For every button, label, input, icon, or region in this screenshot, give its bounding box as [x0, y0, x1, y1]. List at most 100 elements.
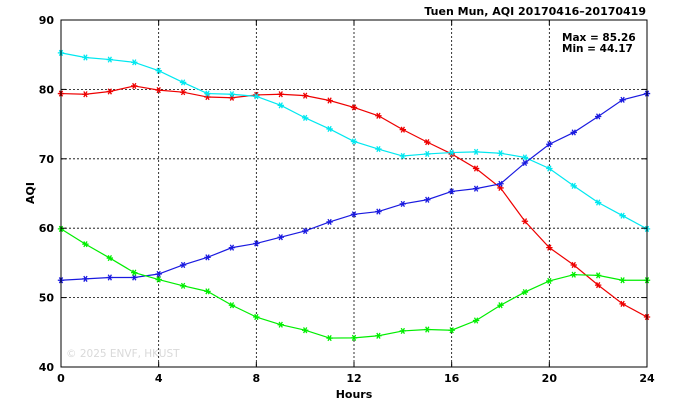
data-point — [399, 152, 407, 160]
data-point — [179, 282, 187, 289]
data-point — [131, 82, 138, 90]
data-point — [204, 93, 211, 101]
data-point — [570, 261, 577, 269]
y-tick-label: 40 — [39, 361, 55, 374]
y-tick-label: 60 — [39, 222, 55, 235]
data-point — [472, 185, 480, 192]
min-stat: Min = 44.17 — [562, 43, 633, 55]
data-point — [179, 261, 187, 269]
series-2 — [57, 90, 651, 284]
data-point — [570, 271, 577, 278]
data-point — [619, 300, 626, 307]
series-3 — [57, 225, 651, 342]
plot-frame — [60, 19, 648, 368]
data-point — [106, 274, 114, 281]
data-point — [106, 88, 114, 95]
data-point — [619, 277, 626, 284]
x-tick-label: 0 — [57, 372, 65, 385]
data-point — [131, 274, 138, 281]
data-point — [521, 154, 529, 161]
data-point — [424, 326, 431, 333]
data-point — [594, 199, 602, 206]
data-point — [546, 141, 553, 148]
data-point — [594, 113, 602, 120]
data-point — [448, 149, 455, 156]
data-point — [350, 138, 358, 145]
data-point — [204, 90, 211, 97]
data-point — [253, 313, 260, 321]
data-point — [521, 288, 529, 296]
data-point — [277, 321, 284, 328]
data-point — [472, 317, 480, 324]
chart-title: Tuen Mun, AQI 20170416–20170419 — [424, 5, 646, 18]
data-point — [155, 67, 162, 74]
data-point — [472, 148, 480, 155]
x-tick-label: 24 — [639, 372, 655, 385]
max-stat: Max = 85.26 — [562, 32, 636, 44]
data-point — [521, 218, 529, 225]
data-point — [131, 59, 138, 66]
data-point — [594, 282, 602, 289]
data-point — [546, 165, 553, 172]
grid-layer — [61, 20, 647, 367]
data-point — [301, 327, 309, 334]
data-point — [619, 212, 626, 219]
data-point — [253, 93, 260, 100]
data-point — [301, 92, 309, 99]
data-point — [375, 145, 382, 153]
data-point — [350, 211, 358, 218]
data-point — [301, 227, 309, 235]
data-point — [399, 327, 407, 335]
data-point — [375, 112, 382, 119]
watermark: © 2025 ENVF, HKUST — [66, 348, 180, 360]
data-point — [619, 96, 626, 103]
data-point — [228, 91, 236, 98]
data-point — [424, 139, 431, 146]
data-point — [326, 334, 333, 342]
data-point — [326, 97, 333, 104]
data-point — [424, 196, 431, 203]
x-tick-label: 4 — [155, 372, 163, 385]
x-axis-title: Hours — [336, 388, 373, 401]
data-point — [106, 56, 114, 63]
data-point — [546, 244, 553, 251]
data-point — [228, 302, 236, 309]
data-point — [82, 91, 89, 98]
data-point — [497, 302, 504, 309]
data-point — [277, 102, 284, 109]
y-tick-label: 70 — [39, 153, 55, 166]
data-point — [448, 188, 455, 195]
series-0 — [57, 82, 651, 321]
data-point — [253, 240, 260, 247]
data-point — [82, 275, 89, 282]
data-point — [546, 277, 553, 285]
data-point — [521, 159, 529, 167]
x-tick-label: 20 — [542, 372, 558, 385]
data-point — [106, 254, 114, 262]
data-point — [326, 218, 333, 226]
series-layer — [57, 49, 651, 342]
data-point — [375, 332, 382, 339]
y-tick-label: 80 — [39, 83, 55, 96]
y-tick-label: 50 — [39, 292, 55, 305]
y-tick-label: 90 — [39, 14, 55, 27]
data-point — [570, 182, 577, 189]
data-point — [204, 288, 211, 295]
data-point — [179, 89, 187, 96]
data-point — [448, 327, 455, 334]
data-point — [399, 200, 407, 208]
data-point — [82, 54, 89, 61]
data-point — [594, 272, 602, 279]
data-point — [350, 334, 358, 341]
data-point — [399, 126, 407, 133]
data-point — [350, 104, 358, 111]
data-point — [472, 165, 480, 172]
data-point — [375, 208, 382, 215]
data-point — [277, 91, 284, 98]
data-point — [155, 270, 162, 278]
data-point — [155, 276, 162, 283]
data-point — [326, 125, 333, 133]
y-axis-title: AQI — [24, 182, 37, 204]
x-tick-label: 8 — [253, 372, 261, 385]
